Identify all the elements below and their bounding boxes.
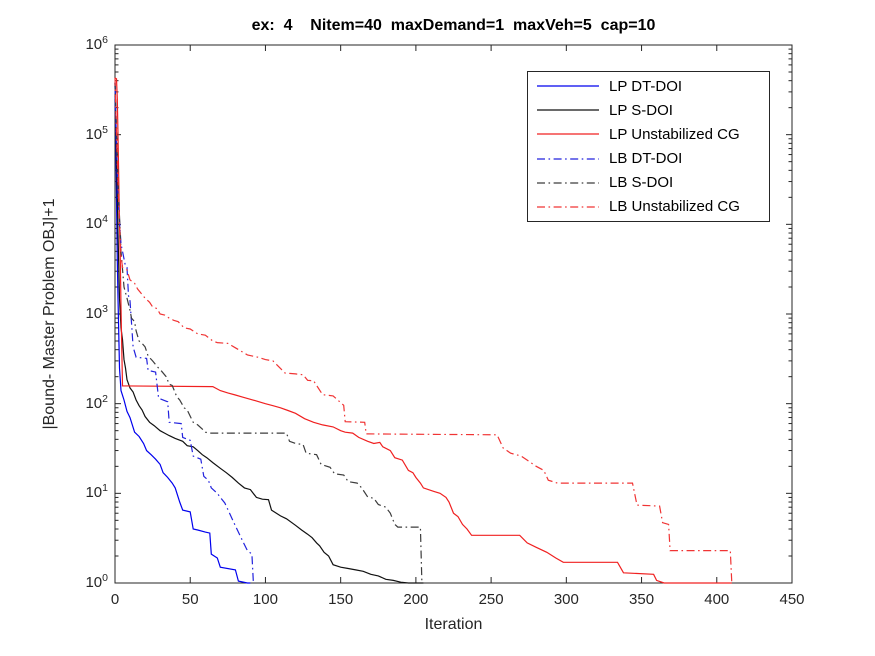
series-lp-dt-doi — [114, 82, 251, 584]
x-tick-label: 200 — [403, 591, 429, 608]
y-tick-label: 105 — [85, 123, 108, 143]
series-lines — [114, 77, 733, 584]
legend-line-sample — [537, 157, 599, 160]
y-tick-label: 100 — [85, 572, 108, 591]
series-lp-s-doi — [114, 82, 424, 584]
legend-label: LP S-DOI — [609, 101, 673, 119]
x-tick-label: 150 — [328, 591, 354, 608]
y-tick-label: 104 — [85, 213, 108, 233]
y-tick-label: 103 — [85, 303, 108, 322]
x-axis-label: Iteration — [424, 616, 483, 633]
x-tick-label: 250 — [478, 591, 504, 608]
x-tick-label: 400 — [704, 591, 730, 608]
legend-label: LB S-DOI — [609, 174, 674, 192]
legend-label: LB DT-DOI — [609, 150, 683, 168]
series-lb-dt-doi — [114, 85, 255, 584]
chart-title: ex: 4 Nitem=40 maxDemand=1 maxVeh=5 cap=… — [251, 17, 656, 34]
y-tick-label: 106 — [85, 34, 108, 53]
x-tick-label: 100 — [252, 591, 278, 608]
legend-item-lb-s-doi: LB S-DOI — [528, 171, 769, 195]
legend-item-lp-dt-doi: LP DT-DOI — [528, 74, 769, 98]
legend-label: LP DT-DOI — [609, 77, 683, 95]
legend-item-lp-s-doi: LP S-DOI — [528, 98, 769, 122]
legend-line-sample — [537, 133, 599, 136]
axis-ticks — [114, 44, 793, 584]
legend-item-lp-unstabilized-cg: LP Unstabilized CG — [528, 122, 769, 146]
legend: LP DT-DOI LP S-DOI LP Unstabilized CG LB DT… — [527, 71, 770, 222]
axes-box — [114, 44, 793, 584]
x-tick-label: 0 — [110, 591, 120, 608]
legend-line-sample — [537, 109, 599, 111]
legend-item-lb-unstabilized-cg: LB Unstabilized CG — [528, 195, 769, 219]
legend-label: LB Unstabilized CG — [609, 198, 740, 216]
series-lp-unstabilized-cg — [114, 77, 732, 584]
y-tick-label: 102 — [85, 392, 108, 412]
series-lb-unstabilized-cg — [114, 77, 733, 584]
legend-line-sample — [537, 206, 599, 208]
legend-label: LP Unstabilized CG — [609, 125, 740, 143]
legend-item-lb-dt-doi: LB DT-DOI — [528, 147, 769, 171]
x-tick-label: 450 — [779, 591, 805, 608]
x-tick-label: 300 — [553, 591, 579, 608]
series-lb-s-doi — [114, 82, 424, 584]
x-tick-label: 350 — [629, 591, 655, 608]
y-tick-label: 101 — [85, 482, 108, 502]
x-tick-label: 50 — [181, 591, 199, 608]
legend-line-sample — [537, 85, 599, 87]
legend-line-sample — [537, 182, 599, 184]
